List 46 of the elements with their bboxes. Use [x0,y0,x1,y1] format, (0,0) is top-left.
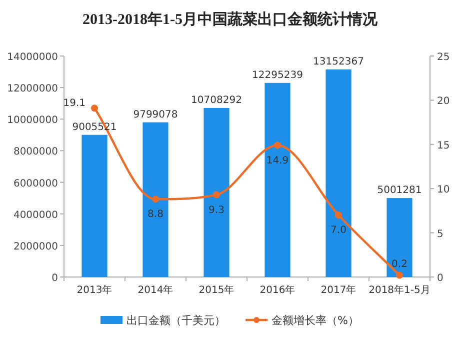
y2-tick-label: 5 [437,228,444,240]
y-tick-label: 0 [52,273,58,284]
y-tick-label: 6000000 [13,178,58,190]
data-label: 0.2 [392,259,408,270]
data-label: 19.1 [63,98,86,110]
data-label: 9.3 [208,204,224,216]
data-label: 14.9 [266,155,289,166]
point [91,104,98,112]
point [335,212,342,219]
x-tick-label: 2013年 [76,284,112,296]
point [152,196,159,203]
y2-tick-label: 0 [437,273,444,284]
y-tick-label: 10000000 [7,115,58,126]
y-tick-label: 14000000 [7,52,58,63]
data-label: 9799078 [133,109,178,120]
data-label: 7.0 [330,225,346,236]
data-label: 5001281 [377,185,422,196]
y2-tick-label: 15 [437,140,450,152]
data-label: 8.8 [148,209,164,220]
data-label: 12295239 [252,70,303,81]
bar [204,108,230,277]
bar [326,69,352,277]
y-tick-label: 8000000 [13,146,58,158]
x-tick-label: 2016年 [260,284,296,296]
point [396,272,403,279]
x-tick-label: 2014年 [138,284,174,296]
bar [264,82,290,277]
data-label: 13152367 [313,56,364,68]
x-tick-label: 2015年 [198,284,234,296]
legend-label: 出口金额（千美元） [126,314,226,327]
x-tick-label: 2018年1-5月 [368,284,430,296]
y2-tick-label: 20 [437,96,450,108]
y-tick-label: 12000000 [7,84,58,95]
bar [386,198,412,277]
data-label: 10708292 [191,94,242,106]
y2-tick-label: 25 [437,52,450,63]
bar [142,122,168,277]
y-tick-label: 4000000 [13,210,58,221]
y-tick-label: 2000000 [13,241,58,252]
bar [82,134,108,277]
y2-tick-label: 10 [437,184,450,196]
x-tick-label: 2017年 [320,284,356,296]
chart-title: 2013-2018年1-5月中国蔬菜出口金额统计情况 [82,10,378,28]
point [274,142,281,149]
legend-label: 金额增长率（%） [272,314,359,327]
point [213,191,220,198]
